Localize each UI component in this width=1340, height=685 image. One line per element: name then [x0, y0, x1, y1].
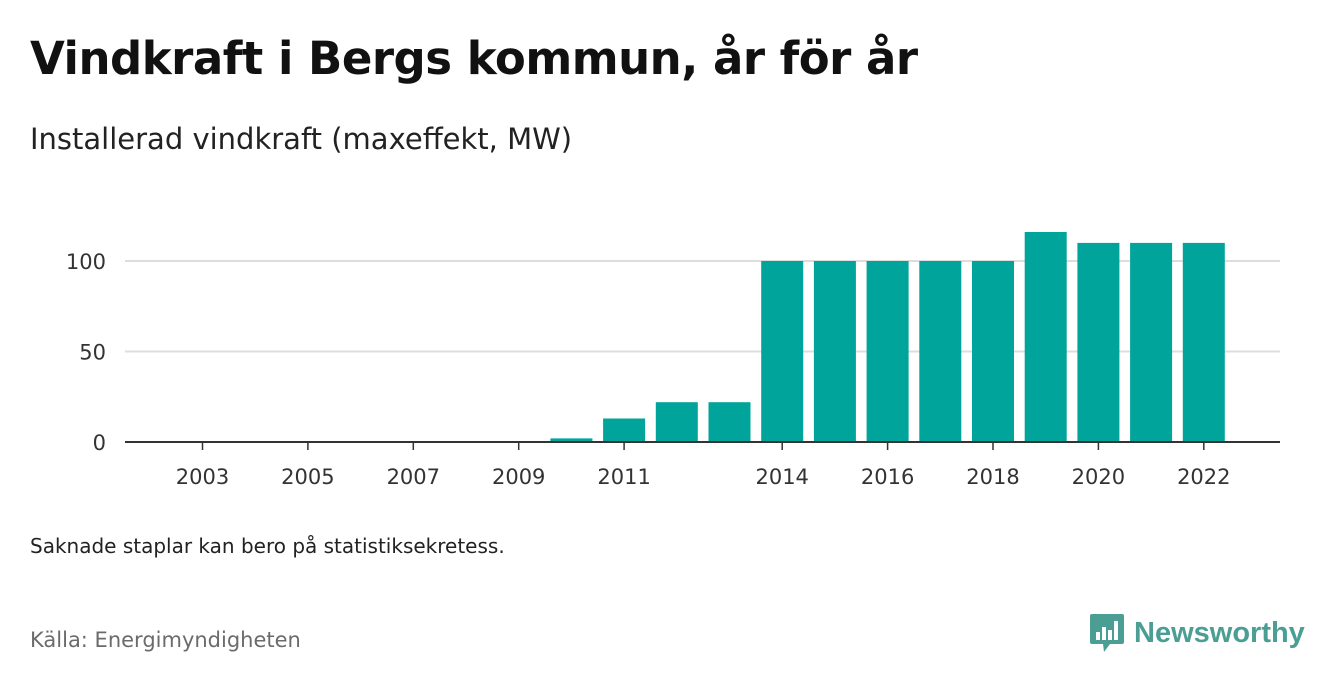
x-tick-label: 2016: [861, 465, 914, 489]
chart-title: Vindkraft i Bergs kommun, år för år: [30, 32, 918, 85]
bar-2018: [972, 261, 1014, 442]
brand-name: Newsworthy: [1134, 616, 1305, 649]
bar-2013: [708, 402, 751, 442]
y-tick-label: 0: [93, 431, 106, 455]
x-tick-label: 2003: [176, 465, 229, 489]
x-tick-label: 2014: [755, 465, 808, 489]
footnote: Saknade staplar kan bero på statistiksek…: [30, 534, 505, 558]
x-tick-label: 2011: [597, 465, 650, 489]
bar-2015: [813, 261, 856, 442]
bar-2017: [919, 261, 962, 442]
bar-2012: [655, 402, 698, 442]
y-tick-label: 50: [79, 341, 106, 365]
y-tick-label: 100: [66, 250, 106, 274]
y-axis-ticks: 0 50 100: [66, 250, 106, 455]
bars: [550, 232, 1225, 442]
bar-2021: [1130, 242, 1173, 442]
x-tick-label: 2022: [1177, 465, 1230, 489]
bar-2010: [550, 438, 593, 442]
bar-2022: [1182, 242, 1225, 442]
newsworthy-logo-icon: [1090, 614, 1124, 652]
bar-2016: [866, 261, 909, 442]
x-tick-label: 2005: [281, 465, 334, 489]
x-tick-label: 2018: [966, 465, 1019, 489]
bar-2020: [1077, 242, 1120, 442]
bar-2014: [761, 261, 804, 442]
x-tick-label: 2007: [387, 465, 440, 489]
bar-2011: [603, 418, 646, 442]
x-axis-ticks: 2003 2005 2007 2009 2011 2014 2016 2018 2020 2022: [176, 442, 1231, 489]
x-tick-label: 2020: [1072, 465, 1125, 489]
brand-logo: Newsworthy: [1088, 612, 1305, 654]
source-label: Källa: Energimyndigheten: [30, 628, 301, 652]
bar-2019: [1024, 232, 1067, 442]
x-tick-label: 2009: [492, 465, 545, 489]
chart-subtitle: Installerad vindkraft (maxeffekt, MW): [30, 122, 573, 156]
